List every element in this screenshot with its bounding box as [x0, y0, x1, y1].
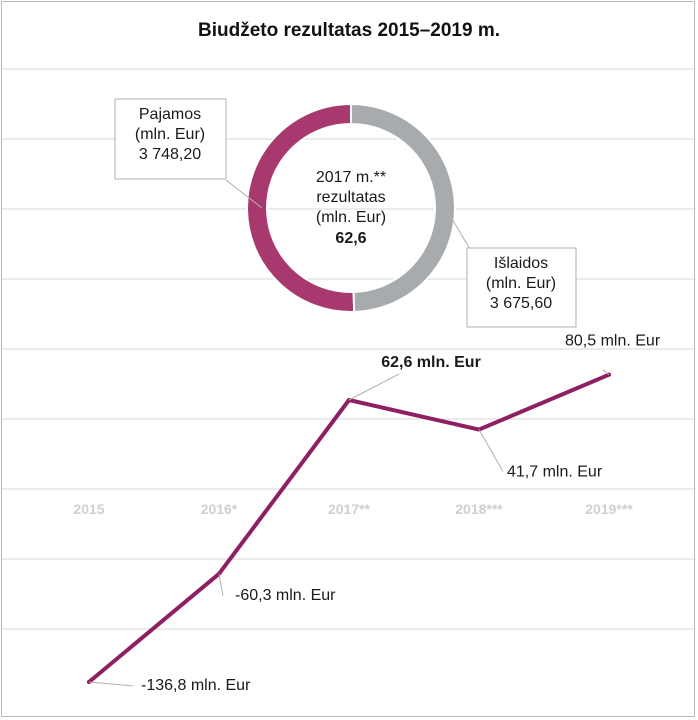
x-tick-label: 2016* [201, 501, 238, 517]
donut-center-line-2: rezultatas [316, 189, 385, 206]
donut-slices [246, 102, 456, 313]
income-label-line-2: (mln. Eur) [135, 126, 205, 143]
data-label-leader [602, 369, 610, 376]
donut-slice-income [246, 102, 356, 313]
x-tick-label: 2019*** [585, 501, 633, 517]
expenses-label-line-1: Išlaidos [494, 255, 548, 272]
x-tick-label: 2017** [328, 501, 371, 517]
data-label: -60,3 mln. Eur [235, 587, 336, 604]
donut-center-label: 2017 m.** rezultatas (mln. Eur) 62,6 [316, 169, 386, 247]
chart-title: Biudžeto rezultatas 2015–2019 m. [198, 20, 500, 41]
x-tick-label: 2018*** [455, 501, 503, 517]
donut-center-value: 62,6 [335, 230, 366, 247]
expenses-callout: Išlaidos (mln. Eur) 3 675,60 [466, 247, 577, 328]
series-line [87, 372, 611, 684]
donut-center-line-1: 2017 m.** [316, 169, 386, 186]
expenses-label-line-2: (mln. Eur) [486, 275, 556, 292]
data-labels: -136,8 mln. Eur -60,3 mln. Eur 62,6 mln. E… [88, 333, 661, 694]
data-label: 41,7 mln. Eur [507, 464, 603, 481]
data-label-leader [478, 429, 504, 472]
data-label: 80,5 mln. Eur [565, 333, 661, 350]
income-callout-leader [225, 179, 263, 209]
donut-chart: 2017 m.** rezultatas (mln. Eur) 62,6 Paj… [114, 98, 577, 328]
x-tick-label: 2015 [73, 501, 104, 517]
data-label: -136,8 mln. Eur [141, 677, 251, 694]
income-label-line-1: Pajamos [139, 106, 201, 123]
x-axis-ticks: 2015 2016* 2017** 2018*** 2019*** [73, 501, 633, 517]
data-label-leader [348, 373, 400, 401]
expenses-callout-leader [445, 208, 471, 250]
data-label: 62,6 mln. Eur [381, 354, 481, 371]
donut-slice-expenses [350, 102, 456, 313]
expenses-callout-box [466, 247, 577, 328]
income-label-value: 3 748,20 [139, 146, 201, 163]
data-label-leader [88, 681, 134, 687]
income-callout-box [114, 98, 227, 180]
income-callout: Pajamos (mln. Eur) 3 748,20 [114, 98, 227, 180]
expenses-label-value: 3 675,60 [490, 295, 552, 312]
donut-center-line-3: (mln. Eur) [316, 209, 386, 226]
data-label-leader [218, 573, 224, 596]
